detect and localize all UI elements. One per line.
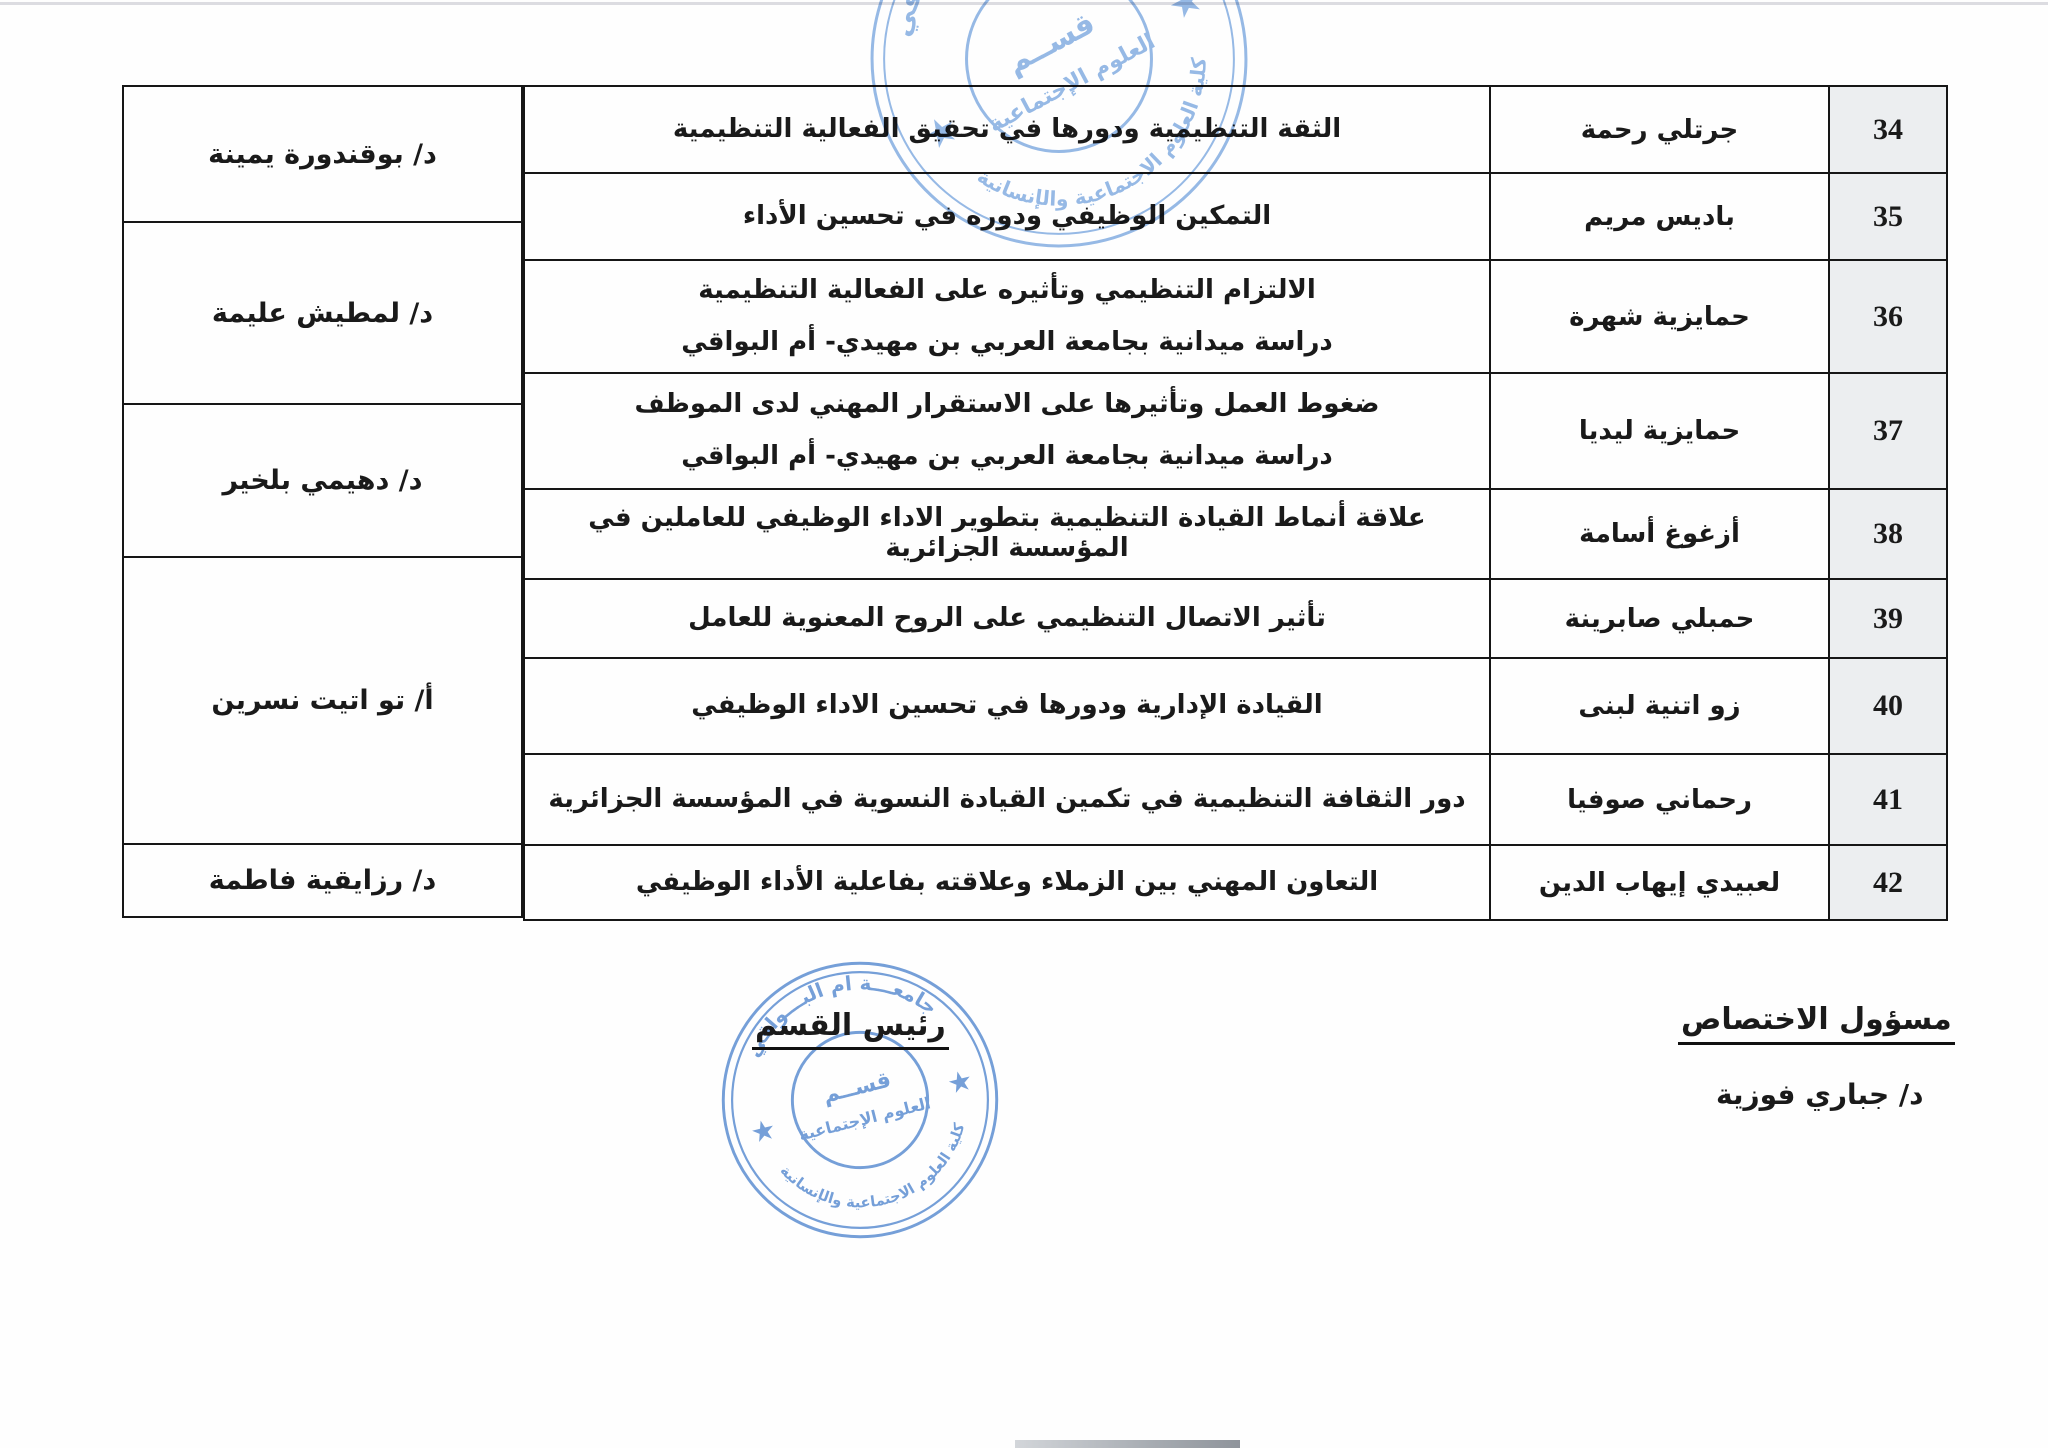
svg-text:جامعـــة ام البـــواقي: جامعـــة ام البـــواقي [853,0,1144,51]
serial-number-cell: 39 [1828,578,1948,659]
thesis-title-cell: ضغوط العمل وتأثيرها على الاستقرار المهني… [523,372,1491,490]
thesis-row: 36 حمايزية شهرة الالتزام التنظيمي وتأثيره … [523,259,1948,374]
serial-number-cell: 38 [1828,488,1948,580]
serial-number-cell: 42 [1828,844,1948,921]
supervisor-column: د/ بوقندورة يمينة د/ لمطيش عليمة د/ دهيمي … [122,85,523,918]
serial-number-cell: 34 [1828,85,1948,174]
thesis-title-line: ضغوط العمل وتأثيرها على الاستقرار المهني… [634,389,1380,420]
student-name-cell: رحماني صوفيا [1489,753,1830,846]
supervisor-name: د/ رزايقية فاطمة [208,865,437,896]
stamp-star-left-icon: ★ [747,1112,779,1150]
thesis-title-cell: دور الثقافة التنظيمية في تكمين القيادة ا… [523,753,1491,846]
thesis-title-line: دور الثقافة التنظيمية في تكمين القيادة ا… [548,783,1466,814]
student-name-cell: لعبيدي إيهاب الدين [1489,844,1830,921]
thesis-title-line: تأثير الاتصال التنظيمي على الروح المعنوي… [688,602,1326,633]
serial-number-cell: 37 [1828,372,1948,490]
serial-number-cell: 36 [1828,259,1948,374]
student-name-cell: جرتلي رحمة [1489,85,1830,174]
department-head-label: رئيس القسم [752,1008,949,1050]
student-name-cell: أزغوغ أسامة [1489,488,1830,580]
student-name-cell: حمايزية شهرة [1489,259,1830,374]
supervisor-name: د/ دهيمي بلخير [222,465,423,496]
thesis-title-cell: تأثير الاتصال التنظيمي على الروح المعنوي… [523,578,1491,659]
thesis-row: 39 حمبلي صابرينة تأثير الاتصال التنظيمي عل… [523,578,1948,659]
stamp-faculty-name: كلية العلوم الاجتماعية والإنسانية [774,1117,983,1232]
thesis-title-line: علاقة أنماط القيادة التنظيمية بتطوير الا… [588,503,1426,563]
stamp-dept-line1: قســم [820,1067,893,1108]
serial-number-cell: 40 [1828,657,1948,755]
thesis-row: 40 زو اتنية لبنى القيادة الإدارية ودورها ف… [523,657,1948,755]
thesis-title-cell: علاقة أنماط القيادة التنظيمية بتطوير الا… [523,488,1491,580]
stamp-icon: جامعـــة ام البـــواقي كلية العلوم الاجت… [721,950,999,1239]
scan-edge-line [0,2,2048,5]
thesis-row: 38 أزغوغ أسامة علاقة أنماط القيادة التنظيم… [523,488,1948,580]
thesis-title-cell: القيادة الإدارية ودورها في تحسين الاداء … [523,657,1491,755]
thesis-row: 42 لعبيدي إيهاب الدين التعاون المهني بين ا… [523,844,1948,921]
thesis-title-cell: الالتزام التنظيمي وتأثيره على الفعالية ا… [523,259,1491,374]
student-name-cell: باديس مريم [1489,172,1830,261]
thesis-title-cell: التعاون المهني بين الزملاء وعلاقته بفاعل… [523,844,1491,921]
student-name-cell: حمايزية ليديا [1489,372,1830,490]
stamp-university-name: جامعـــة ام البـــواقي [853,0,1144,51]
thesis-row: 41 رحماني صوفيا دور الثقافة التنظيمية في ت… [523,753,1948,846]
thesis-title-cell: الثقة التنظيمية ودورها في تحقيق الفعالية… [523,85,1491,174]
supervisor-cell: أ/ تو اتيت نسرين [124,558,521,845]
svg-text:كلية العلوم الاجتماعية والإنسا: كلية العلوم الاجتماعية والإنسانية [774,1117,983,1232]
serial-number-cell: 35 [1828,172,1948,261]
student-name-cell: حمبلي صابرينة [1489,578,1830,659]
specialty-head-label: مسؤول الاختصاص [1678,1002,1955,1045]
thesis-title-line: التعاون المهني بين الزملاء وعلاقته بفاعل… [635,866,1379,897]
supervisor-name: د/ لمطيش عليمة [211,297,434,329]
stamp-dept-line2: العلوم الإجتماعية [797,1093,933,1144]
thesis-title-line: دراسة ميدانية بجامعة العربي بن مهيدي- أم… [681,326,1333,357]
thesis-row: 37 حمايزية ليديا ضغوط العمل وتأثيرها على ا… [523,372,1948,490]
thesis-title-line: الالتزام التنظيمي وتأثيره على الفعالية ا… [698,274,1316,305]
supervisor-cell: د/ رزايقية فاطمة [124,845,521,916]
supervisor-name: أ/ تو اتيت نسرين [211,685,434,716]
theses-table: 34 جرتلي رحمة الثقة التنظيمية ودورها في تح… [523,85,1948,921]
serial-number-cell: 41 [1828,753,1948,846]
supervisor-name: د/ بوقندورة يمينة [208,138,437,170]
supervisor-cell: د/ لمطيش عليمة [124,223,521,405]
thesis-row: 35 باديس مريم التمكين الوظيفي ودوره في تحس… [523,172,1948,261]
scan-artifact-strip [1015,1440,1240,1448]
specialty-head-name: د/ جباري فوزية [1716,1078,1924,1111]
thesis-row: 34 جرتلي رحمة الثقة التنظيمية ودورها في تح… [523,85,1948,174]
supervisor-cell: د/ دهيمي بلخير [124,405,521,558]
thesis-title-line: التمكين الوظيفي ودوره في تحسين الأداء [742,200,1272,231]
university-department-stamp-bottom: جامعـــة ام البـــواقي كلية العلوم الاجت… [682,922,1038,1278]
thesis-title-line: دراسة ميدانية بجامعة العربي بن مهيدي- أم… [681,441,1333,471]
thesis-title-line: القيادة الإدارية ودورها في تحسين الاداء … [691,690,1323,721]
thesis-title-cell: التمكين الوظيفي ودوره في تحسين الأداء [523,172,1491,261]
student-name-cell: زو اتنية لبنى [1489,657,1830,755]
thesis-title-line: الثقة التنظيمية ودورها في تحقيق الفعالية… [672,113,1342,144]
stamp-dept-line1: قســم [1001,6,1101,81]
supervisor-cell: د/ بوقندورة يمينة [124,87,521,223]
stamp-star-right-icon: ★ [944,1063,976,1101]
